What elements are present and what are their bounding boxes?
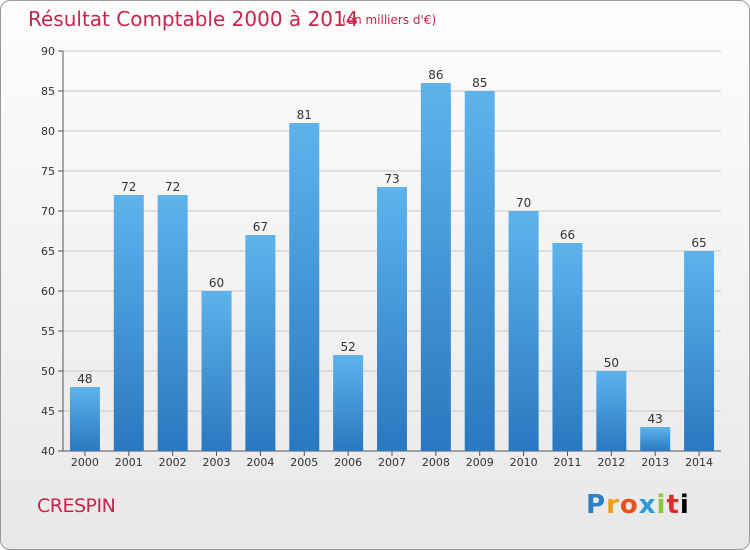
bar (552, 243, 583, 451)
bar (377, 187, 407, 451)
x-tick-label: 2006 (334, 456, 362, 469)
y-tick-label: 85 (41, 85, 55, 98)
x-tick-label: 2009 (466, 456, 494, 469)
x-tick-label: 2010 (510, 456, 538, 469)
data-label: 60 (209, 276, 224, 290)
y-tick-label: 50 (41, 365, 55, 378)
x-tick-label: 2004 (246, 456, 274, 469)
bar (333, 355, 364, 451)
bar (420, 83, 451, 451)
data-label: 72 (121, 180, 136, 194)
bar (201, 291, 232, 451)
bar (245, 235, 276, 451)
commune-name: CRESPIN (37, 495, 116, 517)
bar (69, 387, 100, 451)
bar-chart: 40 45 50 55 60 65 70 75 80 85 90 48 72 72 60 67 81 52 73 8… (41, 45, 721, 469)
logo-letter: t (666, 490, 680, 520)
data-label: 72 (165, 180, 180, 194)
y-tick-label: 55 (41, 325, 55, 338)
data-label: 48 (77, 372, 92, 386)
y-tick-label: 45 (41, 405, 55, 418)
bar (684, 251, 715, 451)
x-tick-label: 2014 (685, 456, 713, 469)
y-tick-label: 65 (41, 245, 55, 258)
x-tick-label: 2000 (71, 456, 99, 469)
bar (113, 195, 144, 451)
x-tick-label: 2011 (553, 456, 581, 469)
x-tick-label: 2008 (422, 456, 450, 469)
y-tick-label: 60 (41, 285, 55, 298)
logo-letter: i (679, 490, 690, 520)
data-label: 65 (691, 236, 706, 250)
x-tick-label: 2002 (159, 456, 187, 469)
bar (596, 371, 627, 451)
x-tick-label: 2012 (597, 456, 625, 469)
x-tick-label: 2005 (290, 456, 318, 469)
data-label: 81 (297, 108, 312, 122)
data-label: 66 (560, 228, 575, 242)
data-label: 50 (604, 356, 619, 370)
proxiti-logo[interactable]: Proxiti (586, 490, 690, 520)
bar (508, 211, 539, 451)
y-tick-label: 80 (41, 125, 55, 138)
y-tick-label: 70 (41, 205, 55, 218)
x-tick-label: 2013 (641, 456, 669, 469)
y-tick-labels: 40 45 50 55 60 65 70 75 80 85 90 (41, 45, 55, 458)
logo-letter: o (619, 490, 639, 520)
data-label: 52 (340, 340, 355, 354)
data-label: 67 (253, 220, 268, 234)
bar (464, 91, 495, 451)
data-label: 86 (428, 68, 443, 82)
x-tick-label: 2007 (378, 456, 406, 469)
y-tick-label: 40 (41, 445, 55, 458)
x-tick-labels: 2000 2001 2002 2003 2004 2005 2006 2007 2008 2009… (71, 456, 713, 469)
y-tick-label: 75 (41, 165, 55, 178)
bar (289, 123, 320, 451)
chart-subtitle: (en milliers d'€) (342, 13, 437, 27)
x-tick-label: 2003 (203, 456, 231, 469)
data-label: 43 (648, 412, 663, 426)
bar (157, 195, 188, 451)
x-tick-label: 2001 (115, 456, 143, 469)
chart-title: Résultat Comptable 2000 à 2014 (28, 7, 359, 31)
data-label: 85 (472, 76, 487, 90)
logo-letter: i (656, 490, 667, 520)
logo-letter: x (638, 490, 657, 520)
y-tick-label: 90 (41, 45, 55, 58)
bar (640, 427, 671, 451)
bars (69, 83, 715, 451)
data-labels: 48 72 72 60 67 81 52 73 86 85 70 66 50 43 65 (77, 68, 706, 426)
logo-letter: r (606, 490, 620, 520)
logo-letter: P (586, 490, 607, 520)
data-label: 70 (516, 196, 531, 210)
data-label: 73 (384, 172, 399, 186)
